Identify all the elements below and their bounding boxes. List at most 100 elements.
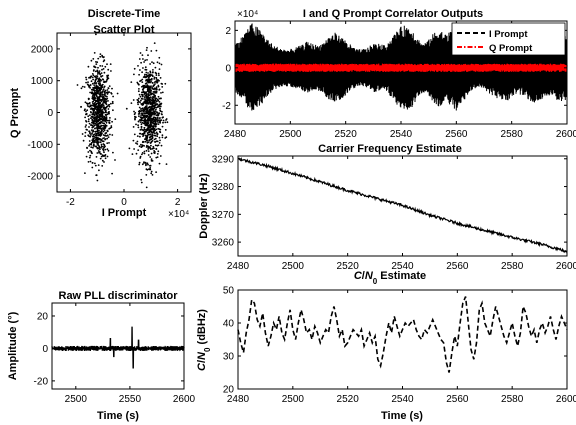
scatter-point xyxy=(142,110,145,113)
scatter-point xyxy=(104,155,106,157)
scatter-point xyxy=(147,116,150,119)
scatter-point xyxy=(103,151,105,154)
scatter-point xyxy=(106,97,109,100)
scatter-point xyxy=(148,106,151,108)
scatter-point xyxy=(94,164,97,167)
scatter-point xyxy=(152,128,155,131)
scatter-point xyxy=(91,82,94,85)
scatter-point xyxy=(101,120,104,122)
scatter-point xyxy=(132,99,135,101)
cn0-series xyxy=(237,296,568,373)
scatter-point xyxy=(87,84,90,87)
scatter-point xyxy=(98,146,101,149)
scatter-point xyxy=(108,142,110,144)
scatter-point xyxy=(138,109,141,112)
scatter-point xyxy=(144,161,147,164)
scatter-point xyxy=(85,124,87,126)
scatter-point xyxy=(149,108,152,111)
scatter-point xyxy=(94,80,97,83)
scatter-point xyxy=(150,73,152,76)
cn0-title: C/N0 Estimate xyxy=(354,270,426,286)
scatter-point xyxy=(85,78,88,81)
scatter-point xyxy=(89,149,91,152)
scatter-point xyxy=(152,71,154,73)
scatter-point xyxy=(102,111,104,113)
scatter-point xyxy=(85,155,88,158)
scatter-point xyxy=(149,142,152,145)
scatter-xtick-label: -2 xyxy=(66,197,75,208)
scatter-point xyxy=(165,163,168,166)
scatter-point xyxy=(94,107,97,109)
scatter-point xyxy=(90,75,92,78)
scatter-point xyxy=(146,141,149,144)
scatter-point xyxy=(98,80,100,82)
scatter-point xyxy=(92,115,94,118)
scatter-point xyxy=(148,100,151,103)
scatter-point xyxy=(94,162,96,165)
scatter-point xyxy=(158,74,160,77)
pll-xtick-label: 2500 xyxy=(65,394,88,405)
scatter-point xyxy=(148,86,151,88)
scatter-point xyxy=(150,112,152,115)
scatter-point xyxy=(145,105,148,107)
scatter-point xyxy=(91,73,94,75)
scatter-point xyxy=(161,125,164,128)
scatter-point xyxy=(149,63,152,65)
scatter-point xyxy=(105,106,108,109)
scatter-point xyxy=(90,129,93,132)
scatter-point xyxy=(92,109,95,112)
scatter-point xyxy=(98,129,100,132)
scatter-point xyxy=(100,146,102,149)
scatter-point xyxy=(136,99,139,101)
scatter-point xyxy=(88,97,90,100)
scatter-point xyxy=(95,130,97,133)
scatter-point xyxy=(154,125,157,128)
scatter-point xyxy=(102,145,104,148)
scatter-point xyxy=(147,87,149,89)
scatter-point xyxy=(114,118,117,120)
scatter-point xyxy=(147,54,149,57)
scatter-point xyxy=(144,108,147,110)
scatter-point xyxy=(134,112,137,114)
scatter-point xyxy=(155,171,158,174)
scatter-point xyxy=(145,93,148,95)
scatter-point xyxy=(100,86,103,89)
scatter-point xyxy=(151,121,154,124)
scatter-point xyxy=(103,116,106,119)
scatter-point xyxy=(153,113,155,116)
scatter-point xyxy=(144,73,146,76)
scatter-point xyxy=(142,58,144,60)
scatter-point xyxy=(138,93,141,96)
iq-i-prompt-line xyxy=(234,23,568,111)
scatter-point xyxy=(155,100,158,103)
scatter-point xyxy=(105,80,108,82)
scatter-point xyxy=(139,95,142,98)
scatter-point xyxy=(156,153,159,155)
scatter-point xyxy=(140,97,143,100)
scatter-point xyxy=(100,145,103,148)
scatter-point xyxy=(144,117,147,120)
scatter-point xyxy=(107,104,110,106)
scatter-point xyxy=(154,144,157,147)
scatter-point xyxy=(111,87,113,90)
scatter-point xyxy=(156,103,158,105)
scatter-point xyxy=(158,68,161,70)
scatter-point xyxy=(151,160,154,162)
scatter-point xyxy=(91,91,94,94)
scatter-point xyxy=(158,162,161,165)
scatter-point xyxy=(159,120,162,123)
doppler-xtick-label: 2500 xyxy=(282,261,305,272)
scatter-point xyxy=(140,146,143,149)
scatter-point xyxy=(143,127,146,129)
scatter-point xyxy=(91,132,93,135)
scatter-point xyxy=(148,108,151,111)
scatter-point xyxy=(146,97,148,99)
scatter-point xyxy=(143,107,146,109)
scatter-point xyxy=(89,84,92,86)
scatter-point xyxy=(144,96,146,99)
scatter-point xyxy=(108,122,111,124)
scatter-point xyxy=(141,54,144,56)
scatter-point xyxy=(166,121,169,124)
scatter-point xyxy=(104,157,107,160)
scatter-point xyxy=(85,120,87,122)
